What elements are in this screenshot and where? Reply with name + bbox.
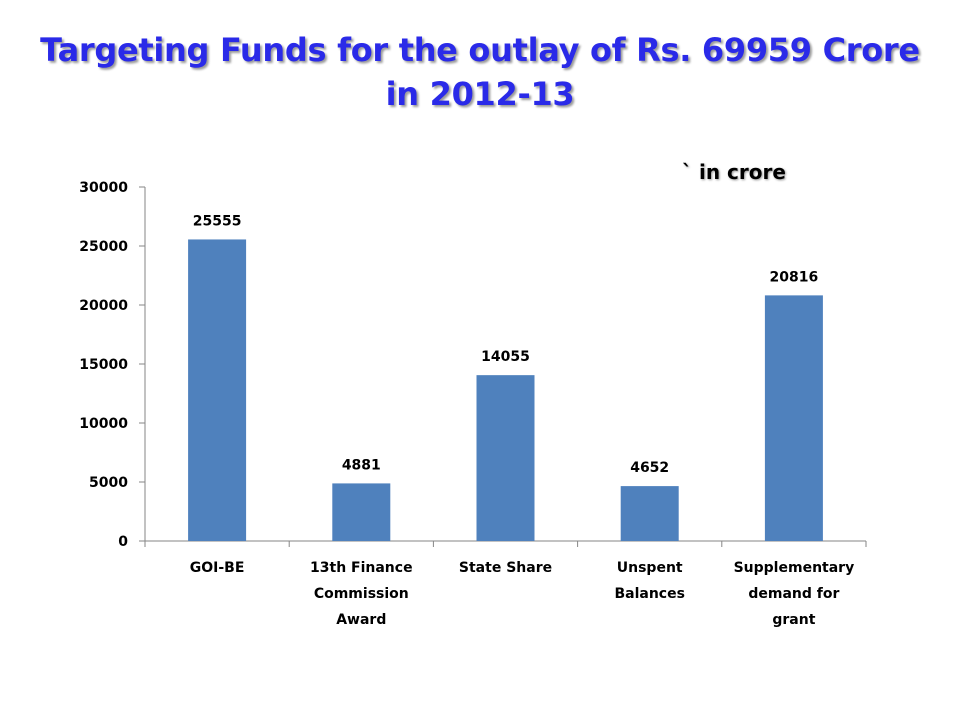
- y-tick-label: 25000: [79, 239, 128, 255]
- category-label: Award: [336, 612, 386, 628]
- chart-title-line-1: Targeting Funds for the outlay of Rs. 69…: [40, 31, 920, 69]
- y-tick-label: 0: [118, 534, 128, 550]
- data-label: 25555: [193, 213, 242, 229]
- bar: [476, 375, 535, 541]
- category-label: Balances: [614, 586, 684, 602]
- bar: [620, 486, 679, 541]
- data-label: 20816: [770, 269, 819, 285]
- category-label: Unspent: [617, 560, 683, 576]
- category-label: GOI-BE: [190, 560, 245, 576]
- unit-label: ` in crore: [682, 160, 786, 184]
- chart-title-line-2: in 2012-13: [385, 75, 575, 113]
- y-tick-label: 10000: [79, 416, 128, 432]
- category-label: State Share: [459, 560, 552, 576]
- category-label: Commission: [314, 586, 409, 602]
- data-label: 4881: [342, 457, 381, 473]
- y-tick-label: 5000: [89, 475, 128, 491]
- bar: [188, 239, 247, 542]
- y-tick-label: 20000: [79, 298, 128, 314]
- bar: [764, 295, 823, 541]
- chart-title: Targeting Funds for the outlay of Rs. 69…: [0, 28, 960, 116]
- bar: [332, 483, 391, 541]
- category-label: grant: [772, 612, 815, 628]
- category-label: demand for: [748, 586, 839, 602]
- data-label: 14055: [481, 349, 530, 365]
- data-label: 4652: [630, 460, 669, 476]
- y-tick-label: 15000: [79, 357, 128, 373]
- category-label: 13th Finance: [310, 560, 413, 576]
- category-label: Supplementary: [734, 560, 855, 576]
- y-tick-label: 30000: [79, 180, 128, 196]
